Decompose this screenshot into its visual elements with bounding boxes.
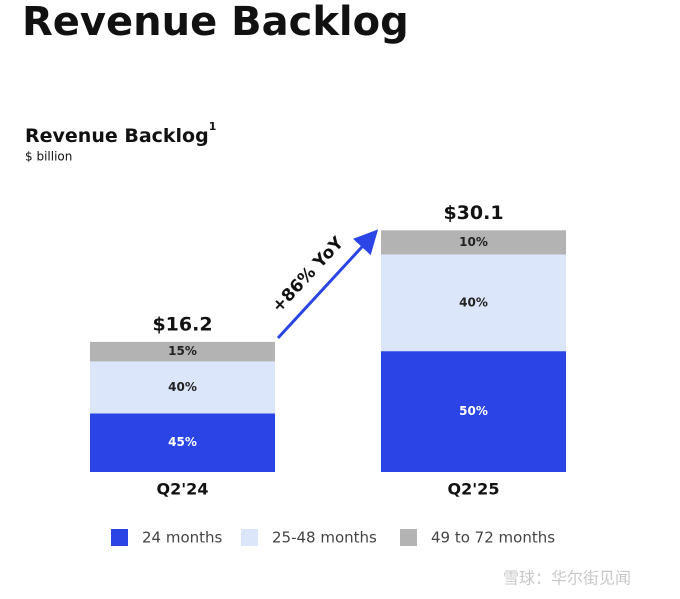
legend-label: 25-48 months	[272, 529, 377, 547]
bar-segment	[90, 413, 275, 472]
legend-swatch	[111, 529, 128, 546]
bar-segment	[381, 230, 566, 255]
segment-label: 40%	[459, 295, 488, 309]
segment-label: 45%	[168, 435, 197, 449]
growth-arrow	[276, 229, 379, 340]
total-label: $16.2	[152, 313, 212, 335]
legend-label: 24 months	[142, 529, 223, 547]
legend-label: 49 to 72 months	[431, 529, 555, 547]
legend-swatch	[241, 529, 258, 546]
segment-label: 40%	[168, 380, 197, 394]
segment-label: 50%	[459, 404, 488, 418]
bar-segment	[381, 254, 566, 352]
segment-label: 10%	[459, 235, 488, 249]
chart-title-text: Revenue Backlog	[25, 125, 209, 147]
subtitle: $ billion	[25, 150, 72, 164]
bar-segment	[381, 351, 566, 472]
page-title: Revenue Backlog	[22, 0, 409, 45]
bar-segment	[90, 361, 275, 414]
segment-label: 15%	[168, 344, 197, 358]
total-label: $30.1	[443, 202, 503, 224]
legend-swatch	[400, 529, 417, 546]
bar-segment	[90, 341, 275, 362]
chart-title: Revenue Backlog1	[25, 120, 216, 147]
watermark: 雪球：华尔街见闻	[503, 569, 631, 588]
x-tick-label: Q2'25	[448, 480, 500, 499]
title-superscript: 1	[209, 120, 217, 133]
x-tick-label: Q2'24	[157, 480, 209, 499]
